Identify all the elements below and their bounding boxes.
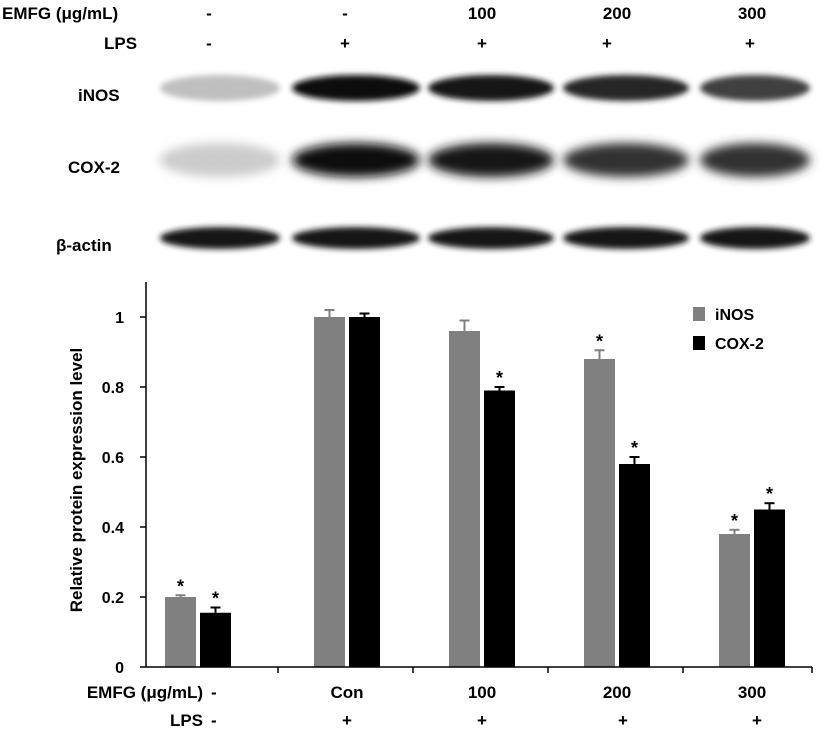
lane-2-lps: +	[340, 34, 350, 53]
x-row-label-emfg: EMFG (μg/mL)	[87, 683, 203, 702]
blot-label-inos: iNOS	[78, 86, 120, 105]
lane-1-lps: -	[206, 34, 212, 53]
x-tick-label-lps-2: +	[477, 711, 487, 730]
bar-cox2-2	[484, 390, 515, 667]
bar-cox2-3	[619, 464, 650, 667]
y-tick-label: 1	[115, 310, 124, 327]
legend-label-inos: iNOS	[715, 307, 754, 324]
blot-band-0-2	[428, 75, 554, 101]
legend-swatch-cox2	[693, 336, 705, 350]
y-tick-label: 0.2	[102, 590, 124, 607]
bar-inos-0	[165, 597, 196, 667]
western-blot-image	[160, 75, 810, 249]
bar-cox2-1	[349, 317, 380, 667]
blot-band-2-1	[292, 227, 420, 249]
x-tick-label-lps-0: -	[211, 711, 217, 730]
significance-star: *	[631, 438, 638, 458]
significance-star: *	[177, 576, 184, 596]
blot-band-2-4	[700, 227, 810, 249]
significance-star: *	[496, 368, 503, 388]
y-axis-title: Relative protein expression level	[67, 348, 86, 613]
lane-4-lps: +	[602, 34, 612, 53]
chart-legend: iNOS COX-2	[693, 307, 764, 353]
lane-3-emfg: 100	[467, 4, 497, 23]
x-row-label-lps: LPS	[170, 711, 203, 730]
x-tick-label-emfg-4: 300	[738, 683, 766, 702]
x-tick-label-lps-1: +	[342, 711, 352, 730]
lane-5-emfg: 300	[737, 4, 767, 23]
bar-inos-1	[314, 317, 345, 667]
blot-band-2-0	[160, 227, 280, 249]
lane-3-lps: +	[477, 34, 487, 53]
significance-star: *	[212, 589, 219, 609]
y-tick-label: 0.6	[102, 450, 124, 467]
blot-band-0-4	[700, 75, 810, 101]
significance-star: *	[596, 331, 603, 351]
emfg-row-label: EMFG (μg/mL)	[2, 4, 119, 23]
blot-band-2-2	[428, 227, 554, 249]
bar-cox2-0	[200, 612, 231, 667]
x-tick-label-emfg-1: Con	[330, 683, 363, 702]
significance-star: *	[731, 511, 738, 531]
lane-1-emfg: -	[206, 4, 212, 23]
y-tick-label: 0.4	[102, 520, 124, 537]
blot-band-2-3	[563, 227, 689, 249]
blot-band-0-0	[160, 75, 280, 101]
blot-label-beta-actin: β-actin	[56, 236, 112, 255]
x-tick-label-emfg-2: 100	[468, 683, 496, 702]
x-tick-label-emfg-0: -	[211, 683, 217, 702]
legend-label-cox2: COX-2	[715, 336, 764, 353]
x-tick-label-lps-3: +	[618, 711, 628, 730]
bar-inos-2	[449, 331, 480, 667]
y-tick-label: 0	[115, 660, 124, 677]
x-tick-label-emfg-3: 200	[603, 683, 631, 702]
blot-band-1-0	[160, 143, 280, 177]
lane-2-emfg: -	[342, 4, 348, 23]
blot-band-0-3	[563, 75, 689, 101]
blot-band-1-1	[292, 143, 420, 177]
significance-star: *	[766, 484, 773, 504]
bar-cox2-4	[754, 509, 785, 667]
blot-label-cox2: COX-2	[68, 158, 120, 177]
blot-band-1-3	[563, 143, 689, 177]
blot-band-1-2	[428, 143, 554, 177]
blot-band-1-4	[700, 143, 810, 177]
lps-row-label: LPS	[104, 34, 138, 53]
lane-5-lps: +	[745, 34, 755, 53]
legend-swatch-inos	[693, 307, 705, 321]
bar-inos-4	[719, 534, 750, 667]
blot-band-0-1	[292, 75, 420, 101]
bar-inos-3	[584, 359, 615, 667]
x-tick-label-lps-4: +	[752, 711, 762, 730]
lane-4-emfg: 200	[602, 4, 632, 23]
y-tick-label: 0.8	[102, 380, 124, 397]
